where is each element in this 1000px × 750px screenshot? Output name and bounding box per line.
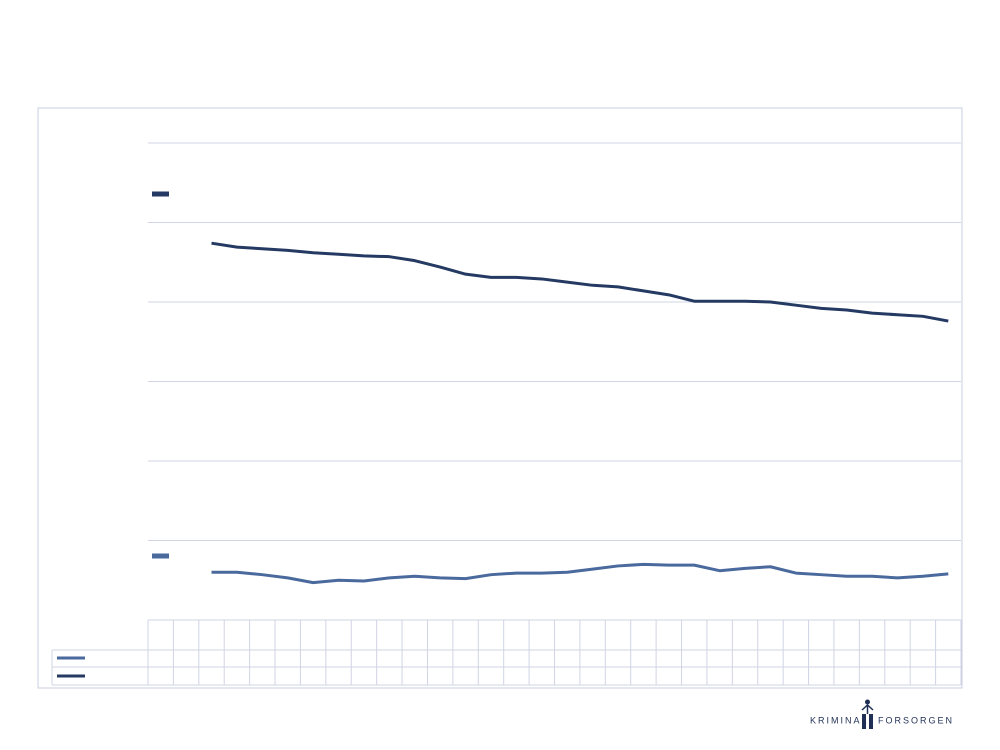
logo-head: [865, 699, 870, 705]
series-line: [211, 562, 949, 585]
label-key: [152, 553, 169, 559]
logo-mark: [862, 714, 873, 729]
logo: KRIMINAL FORSORGEN: [810, 699, 954, 729]
series-line: [211, 241, 949, 323]
logo-figure: [861, 703, 874, 714]
chart-frame: [37, 107, 963, 689]
logo-left: KRIMINAL: [810, 715, 869, 725]
label-key: [152, 191, 169, 197]
logo-right: FORSORGEN: [878, 715, 954, 725]
